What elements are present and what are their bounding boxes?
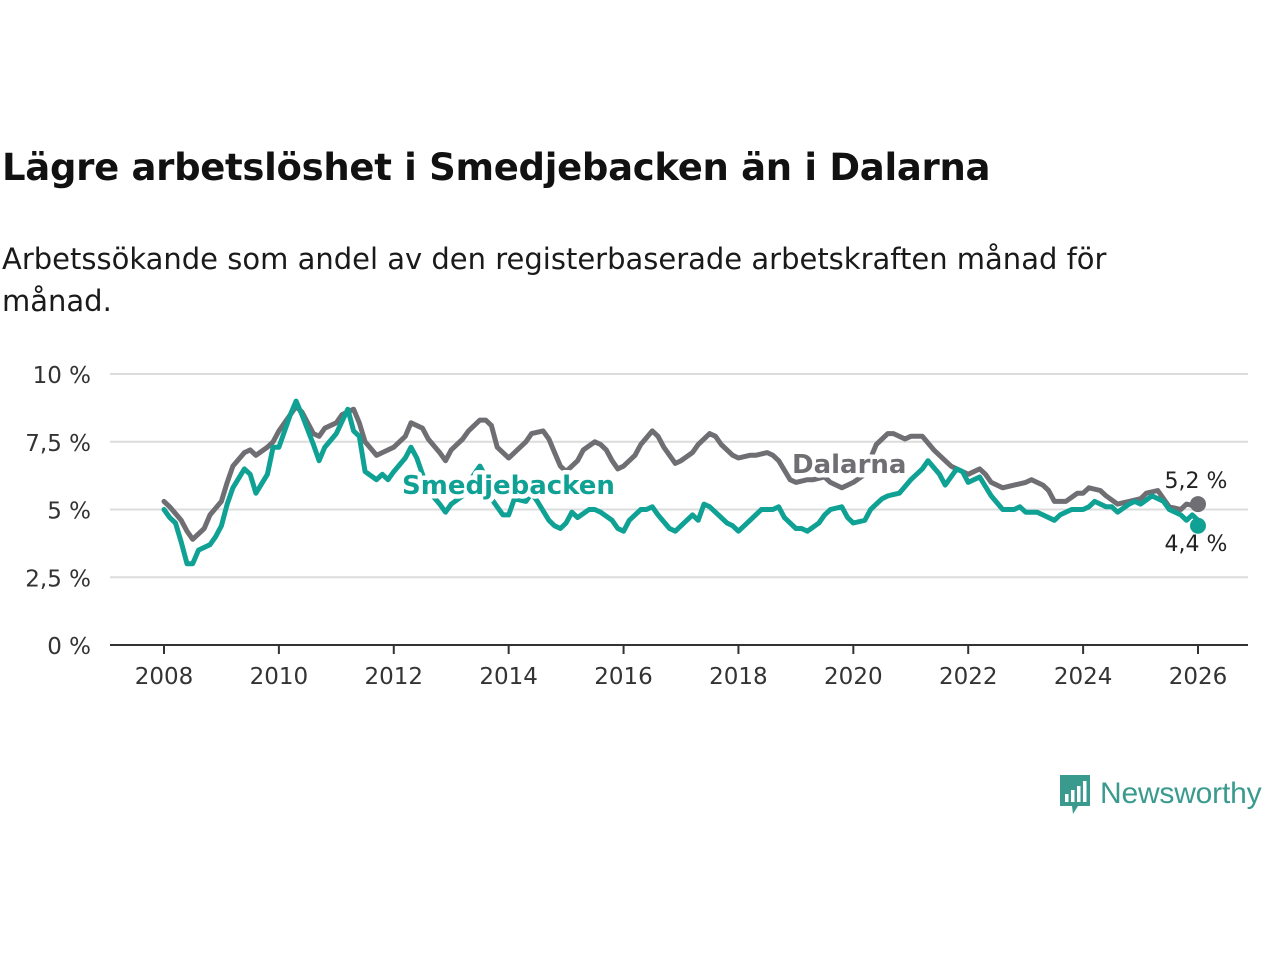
x-tick-label: 2008 [135,664,194,690]
y-tick-label: 7,5 % [25,431,91,457]
grid-lines [110,373,1248,579]
smedjebacken-end-label: 4,4 % [1165,532,1228,557]
newsworthy-logo-icon [1060,775,1090,814]
smedjebacken-series-label: Smedjebacken [402,471,615,501]
series-lines [161,398,1206,567]
x-tick-label: 2018 [709,664,768,690]
x-tick-label: 2024 [1054,664,1113,690]
x-tick-label: 2016 [594,664,653,690]
dalarna-end-point [1190,496,1206,513]
line-chart: 0 % 2,5 % 5 % 7,5 % 10 % 2008 2010 2012 2014 201… [25,363,1248,690]
chart-title: Lägre arbetslöshet i Smedjebacken än i D… [2,146,991,189]
dalarna-line [161,404,1201,542]
y-tick-label: 5 % [47,499,91,525]
x-tick-label: 2022 [939,664,998,690]
x-tick-label: 2026 [1169,664,1228,690]
y-axis-ticks: 0 % 2,5 % 5 % 7,5 % 10 % [25,363,91,660]
x-tick-label: 2012 [365,664,424,690]
y-tick-label: 10 % [33,363,91,389]
x-tick-label: 2014 [479,664,538,690]
smedjebacken-end-point [1190,517,1206,534]
x-tick-label: 2020 [824,664,883,690]
dalarna-end-label: 5,2 % [1165,469,1228,494]
series-labels: Dalarna Smedjebacken 5,2 % 4,4 % [398,446,1228,558]
x-tick-label: 2010 [250,664,309,690]
newsworthy-wordmark: Newsworthy [1100,777,1262,810]
dalarna-series-label: Dalarna [792,450,906,480]
smedjebacken-line [161,398,1201,567]
y-tick-label: 0 % [47,634,91,660]
newsworthy-logo: Newsworthy [1058,770,1262,818]
chart-subtitle: Arbetssökande som andel av den registerb… [2,242,1107,318]
x-axis: 2008 2010 2012 2014 2016 2018 2020 2022 2024 2026 [110,644,1248,690]
y-tick-label: 2,5 % [25,566,91,592]
